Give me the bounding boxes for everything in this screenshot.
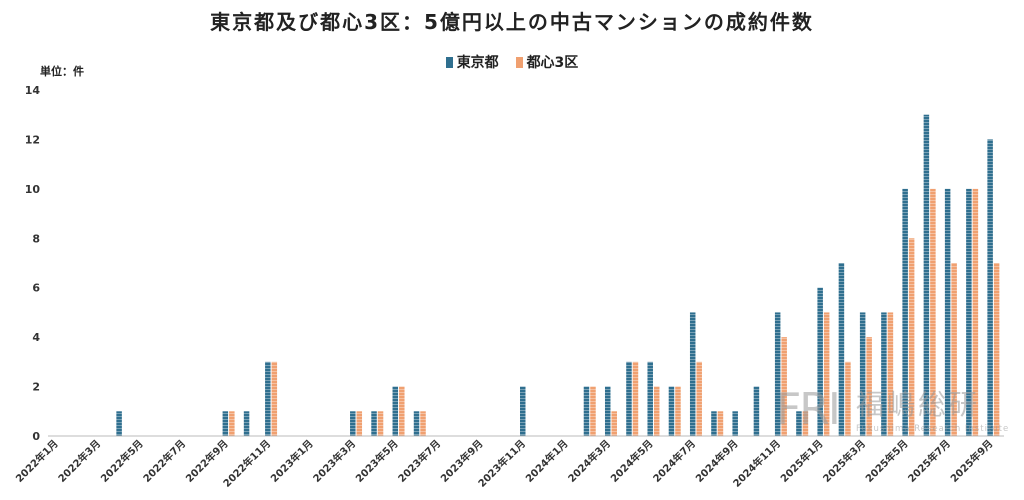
- bar-central3-40: [908, 238, 915, 436]
- y-tick-label: 10: [25, 183, 41, 196]
- bar-tokyo-42: [944, 188, 951, 436]
- x-tick-label: 2023年1月: [268, 437, 316, 485]
- x-tick-label: 2022年1月: [13, 437, 61, 485]
- bar-tokyo-15: [371, 411, 377, 436]
- bar-tokyo-25: [583, 386, 590, 436]
- bar-tokyo-9: [243, 411, 250, 436]
- y-tick-label: 12: [25, 133, 40, 146]
- y-tick-label: 0: [32, 430, 40, 443]
- x-tick-label: 2022年5月: [98, 437, 146, 485]
- bar-central3-25: [590, 386, 596, 436]
- legend-swatch-central3: [515, 56, 523, 68]
- x-tick-label: 2023年3月: [310, 437, 358, 485]
- bar-tokyo-34: [774, 312, 781, 436]
- bar-tokyo-26: [604, 386, 611, 436]
- bar-tokyo-43: [966, 188, 972, 436]
- x-tick-label: 2022年9月: [183, 437, 231, 485]
- bar-tokyo-27: [626, 361, 632, 436]
- bar-central3-8: [229, 411, 235, 436]
- bar-tokyo-8: [222, 411, 229, 436]
- y-tick-label: 6: [32, 282, 40, 295]
- legend-item-central3: 都心3区: [515, 52, 579, 72]
- bar-central3-31: [717, 411, 724, 436]
- bar-tokyo-38: [859, 312, 866, 436]
- legend-label-tokyo: 東京都: [456, 55, 499, 71]
- bar-central3-26: [611, 411, 617, 436]
- x-tick-label: 2022年7月: [140, 437, 188, 485]
- bar-central3-43: [972, 188, 979, 436]
- y-tick-label: 2: [32, 381, 40, 394]
- x-tick-label: 2024年1月: [523, 437, 571, 485]
- bar-central3-15: [377, 411, 384, 436]
- bar-central3-41: [930, 188, 936, 436]
- bar-tokyo-29: [668, 386, 675, 436]
- bar-central3-28: [653, 386, 660, 436]
- bar-tokyo-41: [923, 114, 930, 437]
- y-tick-label: 8: [32, 232, 40, 245]
- x-tick-label: 2022年3月: [55, 437, 103, 485]
- x-tick-label: 2025年5月: [863, 437, 911, 485]
- bar-tokyo-28: [647, 361, 653, 436]
- x-tick-label: 2023年7月: [395, 437, 443, 485]
- bar-tokyo-39: [881, 312, 887, 436]
- x-tick-label: 2024年3月: [565, 437, 613, 485]
- bar-central3-34: [781, 337, 787, 436]
- unit-label: 単位：件: [40, 65, 84, 78]
- x-tick-label: 2024年7月: [650, 437, 698, 485]
- y-tick-label: 14: [25, 84, 41, 97]
- bar-tokyo-32: [732, 411, 738, 436]
- x-tick-label: 2025年9月: [948, 437, 996, 485]
- legend-item-tokyo: 東京都: [445, 52, 499, 72]
- bar-tokyo-36: [817, 287, 823, 436]
- legend-swatch-tokyo: [445, 56, 453, 68]
- bar-tokyo-10: [265, 361, 271, 436]
- bar-tokyo-31: [711, 411, 717, 436]
- bar-tokyo-44: [987, 139, 993, 436]
- bar-tokyo-16: [392, 386, 399, 436]
- bar-central3-16: [399, 386, 405, 436]
- legend: 東京都 都心3区: [0, 52, 1024, 72]
- bar-central3-39: [887, 312, 894, 436]
- bar-central3-35: [802, 411, 809, 436]
- x-tick-label: 2023年5月: [353, 437, 401, 485]
- bar-tokyo-14: [350, 411, 356, 436]
- bar-tokyo-37: [838, 263, 845, 436]
- bar-tokyo-3: [116, 411, 122, 436]
- bar-central3-17: [420, 411, 426, 436]
- bar-central3-10: [271, 361, 278, 436]
- bar-central3-36: [823, 312, 830, 436]
- bar-central3-37: [845, 361, 851, 436]
- bar-central3-30: [696, 361, 702, 436]
- y-tick-label: 4: [32, 331, 40, 344]
- x-tick-label: 2025年1月: [778, 437, 826, 485]
- bar-tokyo-22: [520, 386, 526, 436]
- bar-central3-27: [632, 361, 639, 436]
- bar-central3-44: [993, 263, 1000, 436]
- x-tick-label: 2025年3月: [820, 437, 868, 485]
- bar-tokyo-40: [902, 188, 908, 436]
- x-tick-label: 2025年7月: [905, 437, 953, 485]
- bar-tokyo-33: [753, 386, 760, 436]
- x-tick-label: 2024年5月: [608, 437, 656, 485]
- x-tick-label: 2023年9月: [438, 437, 486, 485]
- bar-tokyo-35: [796, 411, 802, 436]
- chart-title: 東京都及び都心3区：5億円以上の中古マンションの成約件数: [210, 10, 814, 34]
- bar-tokyo-17: [413, 411, 420, 436]
- bar-central3-42: [951, 263, 957, 436]
- bar-central3-29: [675, 386, 681, 436]
- bar-tokyo-30: [689, 312, 696, 436]
- legend-label-central3: 都心3区: [526, 55, 579, 71]
- bar-central3-38: [866, 337, 872, 436]
- bar-central3-14: [356, 411, 363, 436]
- x-tick-label: 2024年9月: [693, 437, 741, 485]
